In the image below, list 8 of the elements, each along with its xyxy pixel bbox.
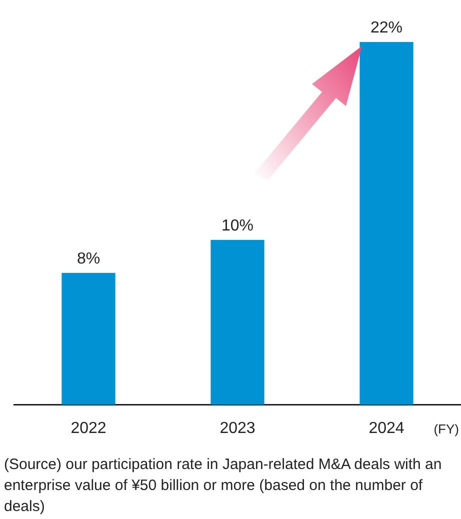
data-label: 10% [221, 217, 254, 234]
data-label: 22% [370, 19, 403, 36]
x-tick-label: 2024 [368, 420, 404, 437]
x-tick-label: 2023 [220, 420, 256, 437]
text: (Source) our participation rate in Japan-related M&A deals with an enterprise value of ¥50 billion or more (based on the number of deals) [4, 455, 443, 517]
data-label: 8% [76, 250, 100, 268]
x-tick-label: 2022 [70, 420, 106, 437]
x-axis-title: (FY) [434, 421, 459, 436]
